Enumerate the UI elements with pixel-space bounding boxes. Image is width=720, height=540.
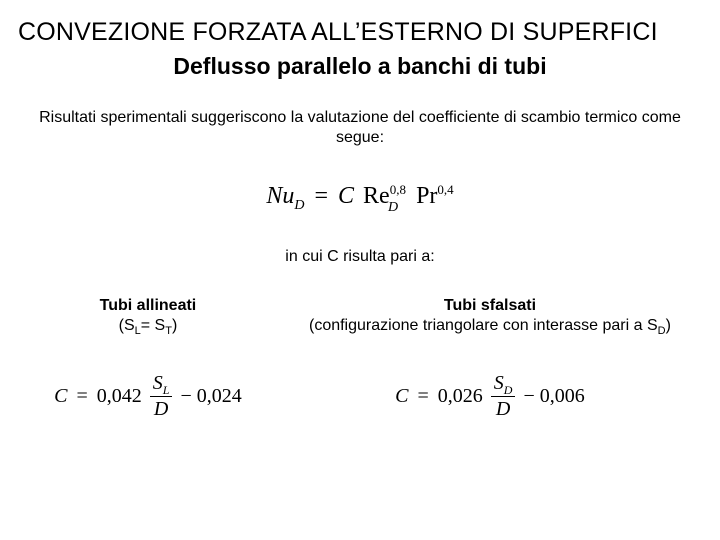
- eq-lhs-symbol: Nu: [266, 183, 294, 209]
- eq-a-coeff: 0,042: [97, 385, 142, 407]
- aligned-title-text: Tubi allineati: [100, 297, 197, 314]
- eq-s-coeff: 0,026: [438, 385, 483, 407]
- aligned-sub-mid: = S: [141, 317, 165, 334]
- eq-a-den: D: [154, 398, 168, 420]
- eq-s-lhs: C: [395, 385, 408, 407]
- eq-s-minus: −: [523, 385, 534, 407]
- eq-a-num-sub: L: [163, 383, 170, 397]
- columns: Tubi allineati (SL= ST) C = 0,042 SL D −…: [18, 296, 702, 422]
- eq-pr-sup: 0,4: [437, 182, 453, 197]
- staggered-sub-open: (configurazione triangolare con interass…: [309, 317, 658, 334]
- eq-coeff-c: C: [338, 183, 354, 209]
- eq-a-eq: =: [77, 385, 88, 407]
- eq-lhs-sub: D: [294, 198, 304, 213]
- mid-text: in cui C risulta pari a:: [18, 248, 702, 266]
- eq-re: Re: [363, 183, 390, 209]
- eq-re-sub: D: [388, 200, 398, 215]
- aligned-sub-close: ): [172, 317, 177, 334]
- aligned-sub-t: T: [165, 325, 172, 337]
- column-aligned: Tubi allineati (SL= ST) C = 0,042 SL D −…: [18, 296, 278, 422]
- aligned-heading: Tubi allineati (SL= ST): [18, 296, 278, 339]
- eq-s-eq: =: [418, 385, 429, 407]
- equation-staggered: C = 0,026 SD D − 0,006: [278, 373, 702, 422]
- staggered-sub-d: D: [658, 325, 666, 337]
- eq-pr: Pr: [416, 183, 437, 209]
- eq-s-num-sub: D: [504, 383, 513, 397]
- staggered-title-text: Tubi sfalsati: [444, 297, 536, 314]
- eq-re-sup: 0,8: [390, 182, 406, 197]
- equation-aligned: C = 0,042 SL D − 0,024: [18, 373, 278, 422]
- page-subtitle: Deflusso parallelo a banchi di tubi: [18, 53, 702, 80]
- eq-a-frac: SL D: [150, 373, 173, 422]
- aligned-sub-open: (S: [119, 317, 135, 334]
- equation-main: NuD = C Re0,8D Pr0,4: [18, 182, 702, 214]
- eq-equals: =: [314, 183, 328, 209]
- staggered-sub-close: ): [666, 317, 671, 334]
- page-title: CONVEZIONE FORZATA ALL’ESTERNO DI SUPERF…: [18, 18, 702, 47]
- eq-s-num-sym: S: [494, 372, 504, 394]
- eq-s-den: D: [496, 398, 510, 420]
- eq-s-tail: 0,006: [540, 385, 585, 407]
- eq-s-frac: SD D: [491, 373, 516, 422]
- intro-text: Risultati sperimentali suggeriscono la v…: [28, 108, 692, 148]
- staggered-heading: Tubi sfalsati (configurazione triangolar…: [278, 296, 702, 339]
- slide: CONVEZIONE FORZATA ALL’ESTERNO DI SUPERF…: [0, 0, 720, 540]
- eq-a-lhs: C: [54, 385, 67, 407]
- eq-a-tail: 0,024: [197, 385, 242, 407]
- column-staggered: Tubi sfalsati (configurazione triangolar…: [278, 296, 702, 422]
- eq-a-minus: −: [180, 385, 191, 407]
- eq-a-num-sym: S: [153, 372, 163, 394]
